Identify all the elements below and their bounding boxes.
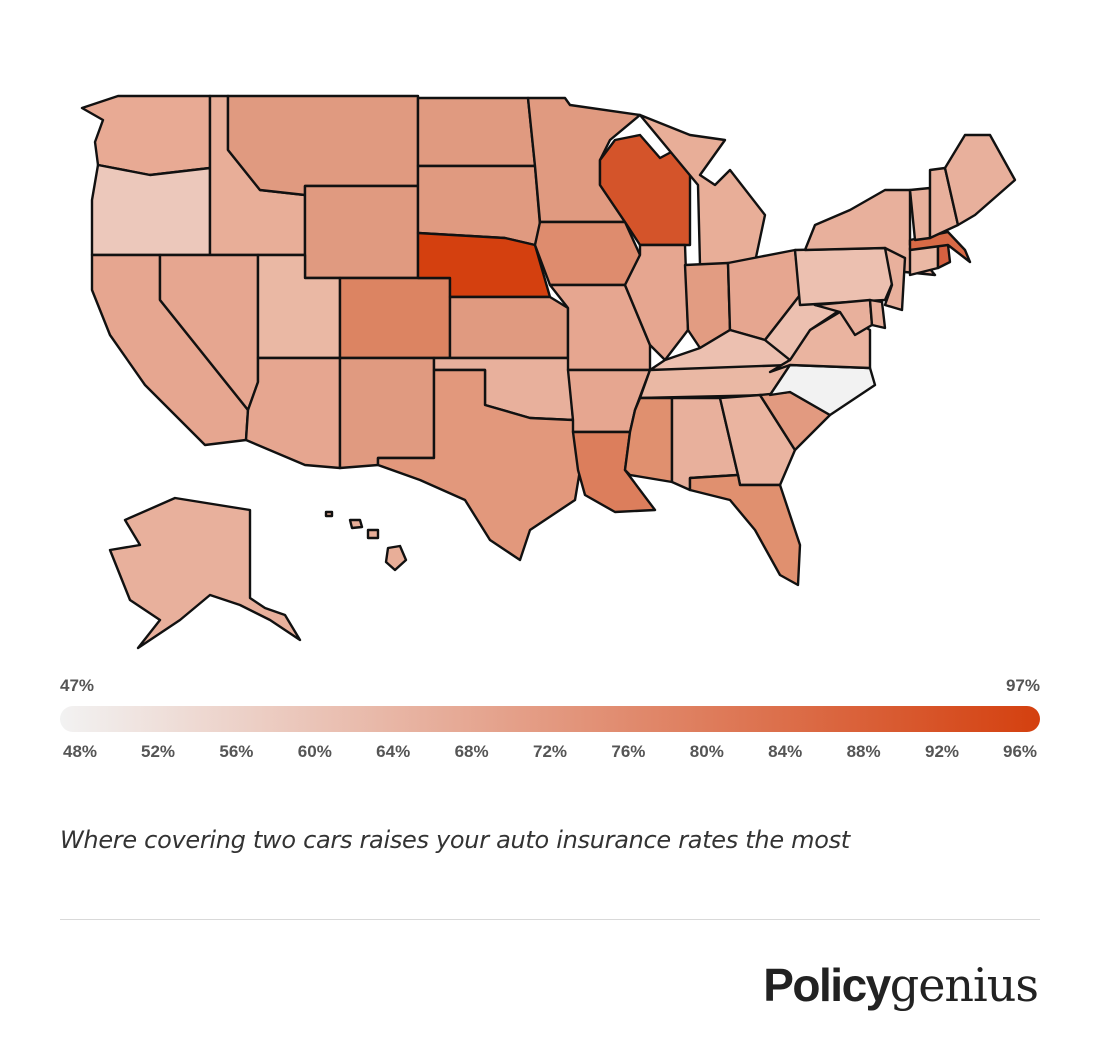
state-ks[interactable] xyxy=(448,295,570,360)
legend-tick-96: 96% xyxy=(1002,742,1038,761)
legend-tick-labels: 48% 52% 56% 60% 64% 68% 72% 76% 80% 84% 88% 92% 96% xyxy=(0,742,1100,766)
logo-text-policy: Policy xyxy=(763,959,891,1011)
state-az[interactable] xyxy=(244,356,342,470)
state-fl[interactable] xyxy=(688,473,802,587)
legend-tick-92: 92% xyxy=(924,742,960,761)
legend-tick-48: 48% xyxy=(62,742,98,761)
state-me[interactable] xyxy=(943,133,1017,227)
state-hi[interactable] xyxy=(324,510,408,572)
state-ri[interactable] xyxy=(936,243,952,270)
state-wa[interactable] xyxy=(80,94,212,177)
legend-tick-68: 68% xyxy=(454,742,489,761)
legend-tick-76: 76% xyxy=(611,742,646,761)
legend-max-label: 97% xyxy=(1005,676,1040,695)
legend-tick-72: 72% xyxy=(532,742,568,761)
legend-tick-64: 64% xyxy=(376,742,411,761)
policygenius-logo: Policygenius xyxy=(763,958,1039,1012)
state-nm[interactable] xyxy=(338,356,436,470)
state-md[interactable] xyxy=(813,298,874,337)
legend-color-scale xyxy=(60,706,1040,732)
state-wy[interactable] xyxy=(303,184,420,280)
footer-divider xyxy=(60,919,1040,920)
state-tx[interactable] xyxy=(376,368,587,562)
legend-tick-84: 84% xyxy=(768,742,803,761)
us-map-svg xyxy=(80,94,1017,650)
state-il[interactable] xyxy=(623,243,690,362)
legend-tick-88: 88% xyxy=(846,742,881,761)
logo-text-genius: genius xyxy=(889,958,1039,1012)
us-choropleth-map xyxy=(80,94,1017,650)
state-ak[interactable] xyxy=(108,496,302,650)
state-de[interactable] xyxy=(868,298,887,330)
state-pa[interactable] xyxy=(793,246,900,307)
legend-tick-80: 80% xyxy=(689,742,724,761)
state-mt[interactable] xyxy=(226,94,420,197)
state-ia[interactable] xyxy=(533,220,642,287)
state-nd[interactable] xyxy=(416,96,537,168)
map-caption: Where covering two cars raises your auto… xyxy=(60,826,850,854)
state-mi[interactable] xyxy=(638,113,767,267)
legend-min-label: 47% xyxy=(60,676,95,695)
state-nj[interactable] xyxy=(883,246,907,312)
state-or[interactable] xyxy=(90,163,212,257)
legend-tick-52: 52% xyxy=(140,742,176,761)
state-co[interactable] xyxy=(338,276,452,360)
legend-gradient-bar xyxy=(60,706,1040,732)
legend-tick-56: 56% xyxy=(219,742,254,761)
state-vt[interactable] xyxy=(908,186,932,242)
legend-tick-60: 60% xyxy=(297,742,332,761)
